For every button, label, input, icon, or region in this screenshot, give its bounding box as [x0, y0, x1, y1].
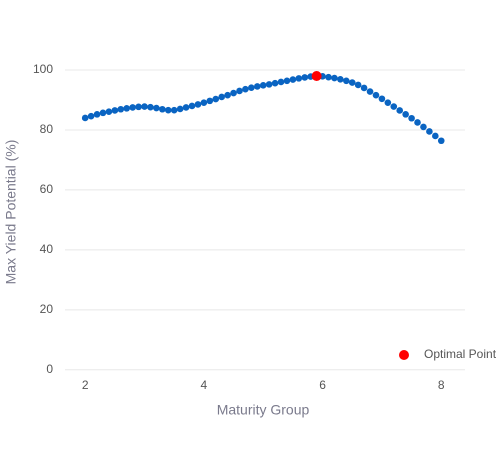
- y-tick-label: 60: [40, 182, 54, 196]
- point: [141, 103, 148, 110]
- point: [390, 103, 398, 110]
- y-tick-label: 20: [40, 302, 54, 316]
- x-tick-label: 8: [438, 378, 445, 392]
- point: [105, 108, 113, 115]
- point: [218, 93, 225, 101]
- legend: Optimal Point: [390, 343, 499, 367]
- x-tick-label: 2: [82, 378, 89, 392]
- legend-marker: [399, 350, 409, 360]
- point: [230, 89, 237, 97]
- point: [366, 88, 374, 95]
- point: [200, 99, 208, 106]
- legend-label: Optimal Point: [424, 347, 497, 361]
- point: [123, 105, 131, 112]
- point: [253, 83, 261, 90]
- point: [188, 102, 196, 110]
- point: [147, 103, 154, 111]
- point: [402, 111, 409, 118]
- y-axis-title: Max Yield Potential (%): [3, 140, 19, 285]
- point: [129, 104, 136, 111]
- point: [170, 106, 178, 114]
- point: [289, 76, 297, 83]
- point: [283, 77, 291, 85]
- point: [212, 95, 220, 103]
- point: [224, 91, 231, 99]
- point: [348, 79, 356, 86]
- x-axis-title: Maturity Group: [217, 402, 310, 418]
- point: [153, 104, 160, 112]
- y-tick-label: 40: [40, 242, 54, 256]
- point: [111, 107, 119, 114]
- y-tick-label: 80: [40, 122, 54, 136]
- point: [396, 107, 404, 114]
- point: [437, 137, 445, 145]
- point: [117, 105, 125, 113]
- point: [295, 75, 303, 82]
- point: [271, 79, 279, 87]
- point: [176, 105, 184, 113]
- point: [87, 112, 95, 120]
- point: [372, 91, 380, 99]
- point: [159, 105, 166, 113]
- y-tick-label: 100: [33, 62, 53, 76]
- point: [337, 75, 344, 83]
- marks: [81, 70, 445, 145]
- point: [384, 99, 392, 106]
- point: [378, 95, 386, 103]
- y-tick-label: 0: [46, 362, 53, 376]
- point: [360, 84, 368, 92]
- point: [248, 84, 255, 91]
- point: [99, 109, 107, 117]
- point: [426, 128, 433, 135]
- point: [420, 123, 427, 131]
- point: [331, 74, 338, 82]
- point: [432, 132, 439, 140]
- point: [182, 104, 190, 111]
- point: [135, 103, 142, 111]
- point: [301, 74, 309, 81]
- point: [164, 106, 172, 114]
- point: [343, 77, 350, 85]
- highlight-point: [311, 70, 322, 81]
- point: [414, 119, 421, 126]
- point: [242, 85, 249, 93]
- grid: 0 20 40 60 80 100 2 4 6 8: [33, 62, 465, 392]
- point: [354, 81, 362, 89]
- point: [81, 114, 89, 122]
- point: [325, 73, 332, 81]
- point: [194, 101, 202, 108]
- point: [408, 114, 415, 122]
- point: [236, 87, 243, 95]
- x-tick-label: 4: [201, 378, 208, 392]
- point: [277, 78, 285, 86]
- point: [93, 111, 101, 118]
- point: [206, 97, 214, 105]
- point: [259, 81, 267, 89]
- point: [265, 81, 273, 88]
- x-tick-label: 6: [319, 378, 326, 392]
